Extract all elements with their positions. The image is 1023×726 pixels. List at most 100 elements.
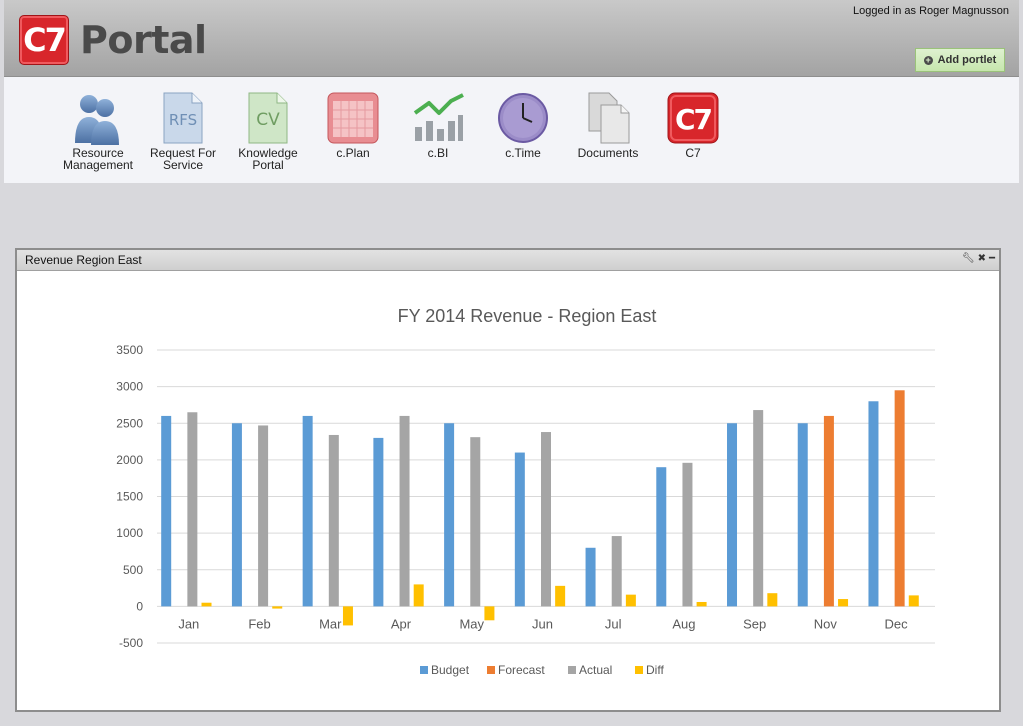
bar-diff bbox=[201, 602, 212, 607]
x-tick-label: Dec bbox=[885, 616, 909, 631]
plus-circle-icon: + bbox=[923, 54, 933, 65]
chart-title: FY 2014 Revenue - Region East bbox=[398, 306, 657, 326]
legend-swatch-diff bbox=[635, 666, 643, 674]
bar-budget bbox=[656, 467, 667, 607]
x-tick-label: Jul bbox=[605, 616, 622, 631]
app-label: Request For Service bbox=[149, 146, 217, 172]
app-c-bi[interactable]: c.BI bbox=[393, 91, 483, 159]
calendar-icon bbox=[326, 91, 380, 145]
app-label: c.Plan bbox=[336, 146, 370, 160]
c7-logo-badge: C7 bbox=[19, 15, 69, 65]
logged-in-status: Logged in as Roger Magnusson bbox=[853, 5, 1009, 17]
bar-budget bbox=[302, 415, 313, 607]
bar-actual bbox=[399, 415, 410, 607]
app-c7[interactable]: C7 C7 bbox=[648, 91, 738, 159]
bar-actual bbox=[753, 410, 764, 607]
bar-diff bbox=[908, 595, 919, 607]
app-label: Knowledge Portal bbox=[238, 146, 298, 172]
wrench-icon[interactable]: 🔧︎ bbox=[961, 253, 975, 264]
legend-swatch-forecast bbox=[487, 666, 495, 674]
bar-diff bbox=[413, 584, 424, 607]
revenue-chart: FY 2014 Revenue - Region East -500 0 500 100… bbox=[107, 290, 937, 690]
app-label: Resource Management bbox=[62, 146, 134, 172]
add-portlet-button[interactable]: + Add portlet bbox=[915, 48, 1005, 72]
minimize-icon[interactable]: ━ bbox=[988, 253, 995, 264]
bar-budget bbox=[373, 437, 384, 607]
c7-logo-icon: C7 bbox=[666, 91, 720, 145]
x-tick-label: Jun bbox=[532, 616, 553, 631]
bar-actual bbox=[470, 437, 481, 607]
bar-budget bbox=[514, 452, 525, 607]
app-knowledge-portal[interactable]: CV Knowledge Portal bbox=[223, 91, 313, 171]
bar-diff bbox=[272, 606, 283, 609]
app-documents[interactable]: Documents bbox=[563, 91, 653, 159]
app-request-for-service[interactable]: RFS Request For Service bbox=[138, 91, 228, 171]
y-tick-label: 2500 bbox=[116, 416, 143, 430]
rfs-document-icon: RFS bbox=[156, 91, 210, 145]
y-tick-label: 3000 bbox=[116, 380, 143, 394]
bar-diff bbox=[696, 601, 707, 607]
portal-title: Portal bbox=[80, 18, 207, 62]
x-tick-label: Aug bbox=[672, 616, 695, 631]
bar-diff bbox=[555, 585, 566, 607]
app-label: C7 bbox=[685, 146, 701, 160]
chart-svg: FY 2014 Revenue - Region East -500 0 500 100… bbox=[116, 306, 935, 677]
app-c-time[interactable]: c.Time bbox=[478, 91, 568, 159]
portlet-controls: 🔧︎ ✖ ━ bbox=[962, 252, 995, 266]
x-tick-label: Apr bbox=[391, 616, 412, 631]
y-tick-label: 0 bbox=[136, 599, 143, 613]
x-tick-label: Feb bbox=[248, 616, 270, 631]
app-label: c.BI bbox=[427, 146, 449, 160]
bar-actual bbox=[541, 432, 551, 607]
legend-swatch-actual bbox=[568, 666, 576, 674]
bar-diff bbox=[484, 606, 495, 621]
y-tick-label: 1000 bbox=[116, 526, 143, 540]
bar-budget bbox=[797, 423, 808, 607]
y-tick-label: 1500 bbox=[116, 490, 143, 504]
bar-actual bbox=[328, 434, 339, 607]
legend-label-diff: Diff bbox=[646, 663, 664, 677]
revenue-portlet: Revenue Region East 🔧︎ ✖ ━ FY 2014 Reven… bbox=[15, 248, 1001, 712]
portlet-title: Revenue Region East bbox=[25, 253, 142, 267]
bar-budget bbox=[231, 423, 242, 607]
bar-budget bbox=[161, 415, 172, 607]
bar-budget bbox=[444, 423, 455, 607]
bar-diff bbox=[625, 594, 636, 607]
add-portlet-label: Add portlet bbox=[937, 54, 997, 66]
legend-label-forecast: Forecast bbox=[498, 663, 545, 677]
y-tick-label: 500 bbox=[123, 563, 143, 577]
app-label: c.Time bbox=[505, 146, 541, 160]
app-launcher-bar: Resource Management RFS Request For Serv… bbox=[4, 77, 1019, 183]
clock-icon bbox=[496, 91, 550, 145]
people-icon bbox=[71, 91, 125, 145]
app-c-plan[interactable]: c.Plan bbox=[308, 91, 398, 159]
bar-forecast bbox=[823, 415, 834, 607]
cv-document-icon: CV bbox=[241, 91, 295, 145]
bar-diff bbox=[342, 606, 353, 626]
y-tick-label: -500 bbox=[119, 636, 143, 650]
documents-icon bbox=[581, 91, 635, 145]
app-resource-management[interactable]: Resource Management bbox=[53, 91, 143, 171]
legend-label-budget: Budget bbox=[431, 663, 470, 677]
bar-diff bbox=[838, 599, 849, 607]
svg-text:RFS: RFS bbox=[169, 111, 197, 129]
svg-text:CV: CV bbox=[256, 110, 280, 130]
bar-budget bbox=[727, 423, 738, 607]
bar-forecast bbox=[894, 390, 905, 607]
portlet-header[interactable]: Revenue Region East 🔧︎ ✖ ━ bbox=[17, 250, 999, 271]
bar-actual bbox=[611, 536, 622, 607]
bar-actual bbox=[258, 425, 269, 607]
bar-budget bbox=[868, 401, 879, 607]
y-tick-label: 3500 bbox=[116, 343, 143, 357]
bar-chart-trend-icon bbox=[411, 91, 465, 145]
bar-diff bbox=[767, 593, 778, 607]
x-tick-label: Jan bbox=[178, 616, 199, 631]
bar-actual bbox=[187, 412, 198, 607]
close-icon[interactable]: ✖ bbox=[977, 253, 986, 264]
legend-label-actual: Actual bbox=[579, 663, 612, 677]
x-tick-label: Mar bbox=[319, 616, 342, 631]
y-tick-label: 2000 bbox=[116, 453, 143, 467]
x-tick-label: Sep bbox=[743, 616, 766, 631]
app-label: Documents bbox=[577, 146, 639, 160]
x-tick-label: May bbox=[459, 616, 484, 631]
